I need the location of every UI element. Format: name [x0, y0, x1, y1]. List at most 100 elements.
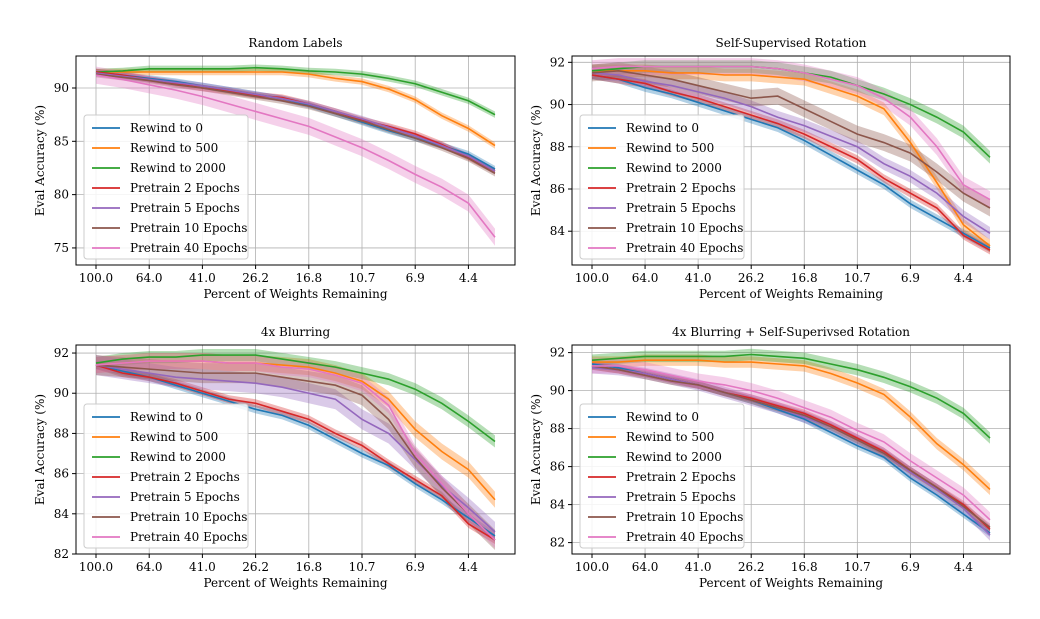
x-tick-label: 64.0 [632, 560, 659, 574]
x-tick-label: 16.8 [791, 271, 818, 285]
legend-box [83, 114, 249, 260]
band-pretrain-40-epochs [96, 66, 495, 246]
y-tick-label: 86 [550, 182, 565, 196]
chart-title: 4x Blurring + Self-Superivsed Rotation [672, 325, 910, 339]
legend-label-pretrain-40-epochs: Pretrain 40 Epochs [626, 530, 743, 544]
series-line-pretrain-10-epochs [591, 365, 991, 529]
y-tick-label: 84 [550, 224, 566, 238]
legend-label-rewind-to-2000: Rewind to 2000 [626, 450, 722, 464]
y-tick-label: 90 [550, 98, 565, 112]
x-tick-label: 6.9 [901, 271, 920, 285]
axes-frame [75, 344, 516, 555]
y-axis-label: Eval Accuracy (%) [529, 105, 543, 216]
x-tick-label: 6.9 [406, 560, 425, 574]
legend-label-rewind-to-2000: Rewind to 2000 [626, 161, 722, 175]
x-tick-label: 4.4 [459, 560, 478, 574]
legend-label-pretrain-40-epochs: Pretrain 40 Epochs [130, 530, 247, 544]
axes-frame [75, 55, 516, 266]
legend: Rewind to 0 Rewind to 500 Rewind to 2000 Pr… [83, 403, 249, 549]
band-rewind-to-2000 [96, 64, 495, 118]
series-line-pretrain-40-epochs [592, 365, 991, 521]
x-tick-label: 6.9 [901, 560, 920, 574]
x-tick-label: 6.9 [406, 271, 425, 285]
legend-label-rewind-to-0: Rewind to 0 [130, 410, 203, 424]
x-tick-label: 26.2 [738, 271, 765, 285]
chart-title: Self-Supervised Rotation [716, 36, 867, 50]
x-tick-label: 26.2 [242, 271, 269, 285]
series-line-rewind-to-0 [591, 74, 991, 249]
x-tick-label: 10.7 [349, 560, 376, 574]
x-tick-label: 64.0 [632, 271, 659, 285]
legend-label-rewind-to-0: Rewind to 0 [626, 121, 699, 135]
legend-label-rewind-to-500: Rewind to 500 [626, 430, 714, 444]
x-tick-label: 4.4 [459, 271, 478, 285]
plot-area [95, 64, 496, 246]
x-tick-label: 100.0 [79, 560, 113, 574]
axes-frame [571, 55, 1011, 266]
series-line-pretrain-40-epochs [591, 65, 991, 201]
legend-label-rewind-to-500: Rewind to 500 [130, 141, 218, 155]
chart-panel-3: 100.0 64.0 41.0 26.2 16.8 10.7 6.9 4.4 82 84 86 88 9… [33, 325, 516, 590]
y-tick-label: 82 [54, 547, 69, 561]
y-tick-label: 88 [550, 422, 565, 436]
legend-box [83, 403, 249, 549]
y-tick-label: 90 [54, 81, 69, 95]
band-rewind-to-2000 [96, 349, 495, 448]
x-tick-label: 100.0 [575, 271, 609, 285]
legend-label-rewind-to-500: Rewind to 500 [130, 430, 218, 444]
y-tick-label: 90 [54, 386, 69, 400]
x-tick-label: 64.0 [136, 560, 163, 574]
x-tick-label: 4.4 [954, 560, 973, 574]
x-tick-label: 10.7 [844, 271, 871, 285]
series-line-pretrain-5-epochs [591, 72, 991, 235]
y-tick-label: 86 [54, 467, 69, 481]
series-line-pretrain-2-epochs [95, 364, 496, 541]
band-pretrain-40-epochs [592, 358, 990, 528]
legend-label-pretrain-10-epochs: Pretrain 10 Epochs [130, 510, 247, 524]
legend-label-pretrain-10-epochs: Pretrain 10 Epochs [626, 510, 743, 524]
x-tick-label: 26.2 [738, 560, 765, 574]
y-axis-label: Eval Accuracy (%) [529, 394, 543, 505]
y-tick-label: 82 [550, 536, 565, 550]
x-tick-label: 16.8 [791, 560, 818, 574]
plot-area [95, 349, 496, 550]
axes-frame [571, 344, 1011, 555]
x-tick-label: 16.8 [295, 560, 322, 574]
x-tick-label: 41.0 [685, 271, 712, 285]
plot-area [591, 348, 991, 541]
legend-label-rewind-to-500: Rewind to 500 [626, 141, 714, 155]
y-tick-label: 92 [550, 55, 565, 69]
legend-label-rewind-to-0: Rewind to 0 [626, 410, 699, 424]
series-line-pretrain-40-epochs [95, 74, 496, 238]
series-line-pretrain-2-epochs [591, 74, 991, 251]
legend-label-pretrain-40-epochs: Pretrain 40 Epochs [130, 241, 247, 255]
legend-label-pretrain-2-epochs: Pretrain 2 Epochs [626, 470, 736, 484]
chart-title: Random Labels [248, 36, 342, 50]
y-tick-label: 85 [54, 134, 69, 148]
legend: Rewind to 0 Rewind to 500 Rewind to 2000 Pr… [83, 114, 249, 260]
series-line-rewind-to-500 [96, 71, 496, 147]
band-rewind-to-500 [96, 68, 495, 149]
legend: Rewind to 0 Rewind to 500 Rewind to 2000 Pr… [579, 114, 745, 260]
legend-label-rewind-to-0: Rewind to 0 [130, 121, 203, 135]
legend-label-pretrain-5-epochs: Pretrain 5 Epochs [130, 201, 240, 215]
legend-label-pretrain-5-epochs: Pretrain 5 Epochs [626, 201, 736, 215]
series-line-pretrain-10-epochs [95, 73, 496, 174]
x-tick-label: 16.8 [295, 271, 322, 285]
legend-label-pretrain-10-epochs: Pretrain 10 Epochs [626, 221, 743, 235]
y-tick-label: 88 [54, 426, 69, 440]
band-rewind-to-500 [592, 64, 990, 253]
x-tick-label: 26.2 [242, 560, 269, 574]
x-axis-label: Percent of Weights Remaining [699, 576, 883, 590]
legend-box [579, 403, 745, 549]
legend-box [579, 114, 745, 260]
y-tick-label: 84 [550, 498, 566, 512]
y-tick-label: 90 [550, 384, 565, 398]
legend-label-rewind-to-2000: Rewind to 2000 [130, 450, 226, 464]
series-line-rewind-to-500 [592, 359, 991, 490]
chart-title: 4x Blurring [261, 325, 331, 339]
legend: Rewind to 0 Rewind to 500 Rewind to 2000 Pr… [579, 403, 745, 549]
series-line-rewind-to-2000 [95, 354, 496, 443]
y-tick-label: 84 [54, 507, 70, 521]
